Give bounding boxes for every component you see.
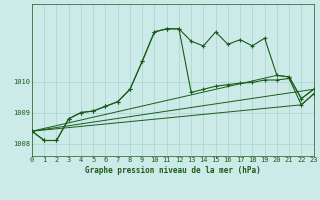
X-axis label: Graphe pression niveau de la mer (hPa): Graphe pression niveau de la mer (hPa) <box>85 166 261 175</box>
